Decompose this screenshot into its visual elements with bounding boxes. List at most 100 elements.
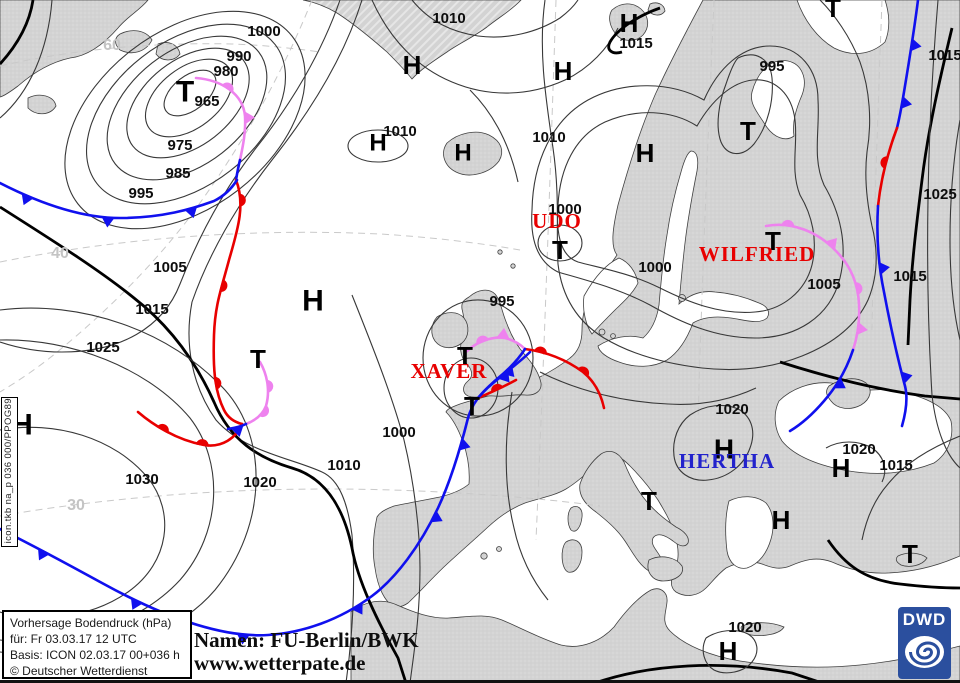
isobar (927, 0, 960, 469)
cold-front-triangle-icon (900, 371, 913, 385)
low-center-marker: T (176, 76, 194, 109)
land-canada (0, 0, 149, 98)
cold-front (788, 348, 855, 433)
land-danish-isle (598, 328, 606, 336)
low-center-marker: T (250, 344, 266, 374)
high-center-marker: H (719, 636, 738, 666)
pressure-label: 1010 (532, 129, 565, 146)
warm-front-semicircle-icon (156, 423, 169, 434)
legend-copyright: © Deutscher Wetterdienst (10, 664, 148, 678)
low-center-marker: T (740, 116, 756, 146)
land-cyprus (895, 552, 928, 567)
isobar (906, 27, 954, 346)
warm-front-semicircle-icon (195, 439, 209, 447)
isobar (557, 79, 815, 313)
credit-url: www.wetterpate.de (194, 651, 366, 675)
cold-front-triangle-icon (909, 37, 922, 52)
isobar (126, 47, 250, 159)
legend-model-basis: Basis: ICON 02.03.17 00+036 h (10, 648, 180, 662)
occluded-front-semicircle-icon (266, 379, 274, 393)
credit-names: Namen: FU-Berlin/BWK (194, 628, 419, 652)
occluded-front-triangle-icon (824, 238, 837, 251)
pressure-label: 1015 (879, 457, 912, 474)
pressure-label: 1005 (807, 276, 840, 293)
occluded-front-semicircle-icon (854, 282, 863, 296)
warm-front-semicircle-icon (533, 346, 547, 355)
cold-front (895, 0, 920, 130)
high-center-marker: H (454, 140, 471, 167)
warm-front-semicircle-icon (880, 156, 889, 170)
pressure-label: 1000 (247, 23, 280, 40)
cold-front (0, 178, 239, 220)
cold-front (876, 204, 908, 428)
pressure-label: 980 (213, 63, 238, 80)
cold-front-triangle-icon (878, 261, 890, 276)
isobar (469, 89, 519, 183)
pressure-label: 1030 (125, 471, 158, 488)
high-center-marker: H (620, 8, 639, 38)
land-shetland (510, 263, 516, 269)
land-sicily (647, 556, 683, 582)
pressure-label: 965 (194, 93, 219, 110)
fronts-layer (0, 0, 922, 645)
storm-names-layer: UDO WILFRIED XAVER HERTHA (411, 209, 815, 473)
occluded-front-triangle-icon (243, 110, 256, 125)
low-center-marker: T (902, 539, 918, 569)
land-africa (350, 588, 960, 683)
isobar (351, 294, 421, 683)
credit-text: Namen: FU-Berlin/BWK www.wetterpate.de (194, 629, 419, 675)
high-center-marker: H (554, 56, 573, 86)
isobar (106, 35, 268, 181)
pressure-label: 1000 (638, 259, 671, 276)
isobar (949, 119, 960, 341)
pressure-label: 995 (128, 185, 153, 202)
land-greenland (302, 0, 522, 80)
warm-front (212, 178, 244, 426)
cold-front-triangle-icon (429, 509, 443, 523)
isobar (607, 6, 661, 55)
graticule-label: 60 (103, 37, 121, 54)
pressure-label: 995 (759, 58, 784, 75)
pressure-label: 1025 (86, 339, 119, 356)
pressure-label: 1015 (928, 47, 960, 64)
isobar (64, 10, 306, 230)
land-island (27, 94, 57, 115)
isobar (163, 69, 217, 117)
low-center-marker: T (765, 226, 781, 256)
cold-front-triangle-icon (458, 437, 471, 451)
pressure-label: 1010 (327, 457, 360, 474)
pressure-label: 990 (226, 48, 251, 65)
isobar (531, 45, 844, 339)
isobar (0, 205, 408, 683)
cold-front-triangle-icon (350, 601, 363, 615)
land-sardinia (561, 539, 583, 573)
land-italy (579, 451, 689, 573)
cold-front-triangle-icon (899, 95, 913, 110)
cold-front-triangle-icon (832, 376, 846, 389)
graticule-label: 30 (67, 497, 85, 514)
sea-barents-notch (796, 0, 890, 54)
land-corsica (567, 506, 583, 532)
pressure-label: 985 (165, 165, 190, 182)
pressure-label: 975 (167, 137, 192, 154)
pressure-label: 995 (489, 293, 514, 310)
cold-front-triangle-icon (21, 192, 35, 206)
isobar (411, 0, 579, 38)
isobar (537, 224, 583, 262)
land-faroe (497, 249, 503, 255)
pressure-label: 1010 (383, 123, 416, 140)
isobar (826, 539, 960, 590)
pressure-label: 1005 (153, 259, 186, 276)
low-center-marker: T (552, 235, 568, 265)
legend-valid-time: für: Fr 03.03.17 12 UTC (10, 632, 137, 646)
sea-aegean (725, 496, 774, 569)
pressure-label: 1015 (619, 35, 652, 52)
storm-name-hertha: HERTHA (679, 449, 775, 473)
occluded-front-semicircle-icon (221, 82, 234, 93)
legend-box: Vorhersage Bodendruck (hPa) für: Fr 03.0… (2, 610, 192, 679)
low-center-marker: T (464, 391, 480, 421)
